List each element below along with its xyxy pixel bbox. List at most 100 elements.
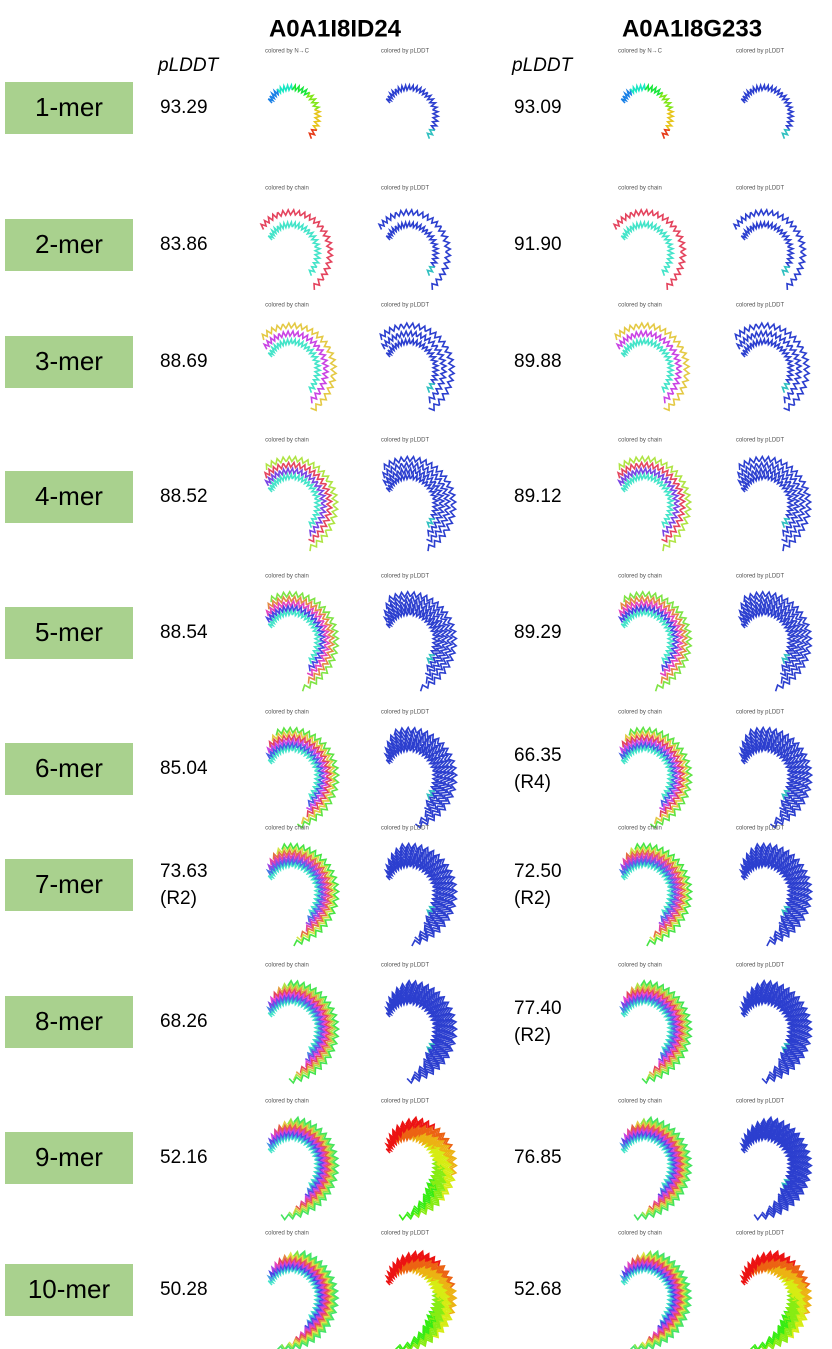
structure-trace — [305, 1048, 322, 1068]
structure-trace — [319, 742, 338, 766]
structure-trace — [648, 1062, 668, 1077]
structure-trace — [662, 995, 681, 1015]
structure-trace — [383, 455, 405, 471]
structure-trace — [766, 934, 784, 947]
structure-trace — [276, 844, 299, 855]
structure-trace — [285, 454, 310, 466]
structure-trace — [307, 663, 326, 684]
structure-trace — [304, 465, 327, 485]
structure-trace — [740, 477, 753, 493]
structure-trace — [801, 881, 811, 907]
structure-trace — [429, 246, 441, 268]
structure-trace — [781, 660, 791, 672]
plddt-value: 83.86 — [160, 234, 208, 255]
structure-trace — [283, 853, 304, 864]
structure-trace — [777, 1184, 794, 1203]
structure-trace — [778, 92, 795, 111]
structure-trace — [319, 225, 334, 253]
structure-trace — [620, 225, 633, 241]
structure-trace — [753, 1212, 770, 1221]
structure-trace — [312, 617, 327, 641]
structure-trace — [661, 653, 670, 664]
panel-caption: colored by chain — [618, 963, 662, 969]
structure-image — [619, 1115, 693, 1221]
panel-caption: colored by chain — [265, 1231, 309, 1237]
structure-trace — [764, 82, 784, 97]
structure-trace — [618, 744, 634, 760]
structure-trace — [299, 210, 324, 228]
structure-trace — [675, 640, 689, 665]
structure-trace — [325, 480, 340, 506]
structure-trace — [659, 668, 671, 677]
panel-caption: colored by pLDDT — [381, 1099, 430, 1105]
structure-trace — [311, 886, 323, 908]
structure-trace — [301, 1191, 326, 1213]
structure-trace — [415, 727, 440, 745]
structure-trace — [400, 460, 424, 471]
structure-trace — [431, 774, 444, 799]
structure-trace — [742, 851, 761, 866]
structure-trace — [781, 1124, 803, 1145]
structure-trace — [443, 1143, 456, 1169]
structure-trace — [676, 875, 688, 900]
structure-trace — [661, 265, 670, 276]
structure-trace — [420, 985, 444, 1004]
structure-trace — [413, 1062, 433, 1077]
structure-trace — [748, 725, 773, 736]
structure-trace — [669, 509, 686, 538]
structure-trace — [622, 989, 641, 1004]
structure-trace — [313, 780, 329, 807]
structure-trace — [311, 498, 323, 520]
structure-trace — [677, 1154, 687, 1179]
structure-trace — [298, 331, 320, 348]
structure-trace — [409, 590, 434, 605]
structure-trace — [423, 481, 440, 500]
structure-trace — [272, 847, 293, 860]
structure-trace — [787, 644, 804, 672]
structure-trace — [638, 850, 659, 861]
structure-trace — [328, 887, 341, 915]
structure-trace — [312, 896, 328, 922]
structure-trace — [761, 1074, 777, 1085]
structure-trace — [657, 1315, 673, 1334]
structure-trace — [644, 82, 664, 97]
structure-trace — [658, 1048, 675, 1068]
structure-trace — [786, 774, 799, 799]
structure-trace — [308, 789, 317, 800]
structure-trace — [654, 995, 674, 1013]
structure-trace — [425, 1184, 447, 1207]
structure-trace — [290, 848, 313, 861]
structure-trace — [634, 841, 659, 851]
structure-trace — [683, 1148, 693, 1176]
plddt-value: 50.28 — [160, 1279, 208, 1300]
structure-trace — [770, 846, 793, 863]
structure-trace — [448, 1148, 458, 1176]
structure-trace — [672, 742, 691, 766]
structure-trace — [401, 736, 422, 747]
structure-trace — [794, 1002, 810, 1026]
structure-trace — [661, 905, 670, 916]
structure-trace — [785, 1027, 798, 1052]
structure-trace — [394, 743, 411, 757]
structure-trace — [665, 890, 679, 915]
structure-trace — [625, 847, 646, 860]
structure-trace — [650, 727, 675, 745]
structure-trace — [305, 229, 322, 248]
structure-trace — [772, 1321, 790, 1339]
structure-trace — [322, 1013, 333, 1037]
structure-trace — [317, 859, 335, 883]
structure-trace — [674, 1002, 690, 1026]
structure-trace — [302, 994, 322, 1012]
structure-trace — [764, 859, 784, 874]
structure-trace — [738, 455, 760, 471]
structure-trace — [396, 603, 417, 614]
structure-image — [739, 979, 814, 1085]
metric-label: pLDDT — [157, 55, 220, 76]
structure-trace — [776, 855, 796, 874]
structure-trace — [659, 327, 684, 348]
structure-trace — [440, 640, 454, 665]
structure-trace — [790, 859, 808, 883]
structure-trace — [664, 363, 676, 385]
structure-trace — [267, 342, 280, 358]
structure-trace — [734, 323, 757, 341]
